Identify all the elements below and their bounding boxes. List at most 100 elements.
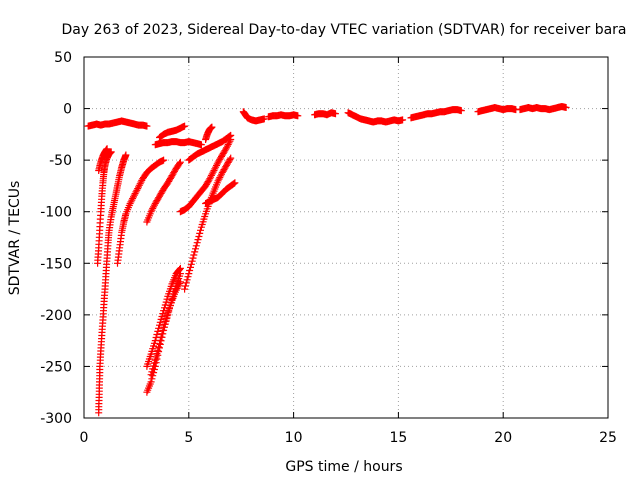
- data-point: [149, 204, 157, 212]
- data-point: [227, 154, 235, 162]
- data-point: [226, 156, 234, 163]
- data-point: [223, 142, 231, 150]
- series-arc-11: [147, 278, 184, 379]
- data-point: [217, 172, 225, 180]
- data-point: [294, 112, 302, 120]
- data-point: [186, 267, 194, 274]
- data-point: [399, 116, 407, 124]
- data-point: [224, 141, 232, 148]
- data-point: [158, 330, 166, 338]
- data-point: [132, 188, 140, 196]
- series-arc-13: [176, 136, 235, 216]
- data-point: [260, 115, 268, 123]
- series-arc-21: [407, 106, 465, 122]
- data-point: [183, 276, 191, 284]
- data-point: [131, 190, 139, 198]
- data-point: [207, 173, 215, 181]
- data-point: [192, 245, 199, 253]
- y-tick-label: -100: [40, 205, 72, 221]
- data-point: [457, 107, 465, 115]
- data-point: [184, 273, 192, 281]
- x-tick-label: 25: [599, 430, 617, 446]
- data-point: [223, 144, 230, 152]
- data-point: [175, 281, 183, 289]
- series-arc-3: [95, 145, 111, 174]
- series-arc-19: [311, 109, 339, 119]
- data-point: [143, 122, 151, 130]
- data-point: [227, 131, 235, 139]
- data-point: [128, 196, 136, 204]
- y-tick-label: 0: [63, 102, 72, 118]
- data-point: [190, 251, 198, 259]
- data-point: [215, 175, 223, 183]
- x-tick-labels: 0 5 10 15 20 25: [80, 430, 617, 446]
- data-point: [133, 186, 141, 194]
- data-point: [135, 181, 143, 189]
- data-point: [176, 278, 184, 286]
- data-point: [213, 162, 220, 169]
- y-tick-label: 50: [54, 50, 72, 66]
- data-point: [214, 177, 222, 185]
- data-point: [153, 350, 161, 358]
- x-tick-label: 5: [184, 430, 193, 446]
- data-point: [136, 180, 144, 188]
- data-point: [155, 343, 163, 351]
- data-point: [188, 257, 196, 265]
- data-point: [193, 239, 201, 247]
- data-point: [181, 282, 189, 290]
- data-point: [155, 324, 163, 332]
- y-axis-label: SDTVAR / TECUs: [7, 181, 23, 296]
- series-arc-8: [151, 138, 205, 149]
- data-point: [150, 201, 158, 209]
- data-point: [225, 139, 233, 147]
- data-point: [172, 286, 180, 294]
- data-point: [173, 285, 181, 292]
- data-point: [130, 191, 138, 199]
- data-point: [148, 375, 156, 383]
- data-point: [212, 163, 220, 171]
- data-point: [159, 327, 167, 334]
- data-point: [160, 156, 168, 164]
- data-point: [206, 175, 214, 183]
- series-arc-10: [143, 264, 184, 370]
- data-point: [157, 333, 165, 341]
- data-point: [176, 280, 184, 287]
- data-point: [181, 285, 189, 293]
- x-tick-label: 20: [494, 430, 512, 446]
- data-point: [176, 158, 184, 166]
- series-arc-1: [84, 117, 151, 130]
- data-point: [129, 195, 137, 202]
- series-arc-22: [474, 104, 520, 116]
- series-arc-23: [516, 103, 570, 114]
- series-arc-17: [239, 108, 268, 125]
- series-arc-15: [202, 179, 239, 207]
- data-point: [174, 283, 182, 291]
- series-arc-20: [344, 109, 407, 126]
- data-point: [231, 179, 239, 187]
- data-point: [135, 183, 142, 191]
- data-point: [332, 110, 339, 118]
- data-point: [189, 254, 197, 262]
- data-point: [192, 242, 200, 250]
- data-point: [130, 193, 137, 201]
- data-point: [154, 346, 162, 354]
- data-point: [210, 167, 218, 174]
- data-point: [197, 226, 204, 234]
- y-tick-labels: -300 -250 -200 -150 -100 -50 0 50: [40, 50, 72, 427]
- x-tick-label: 0: [80, 430, 89, 446]
- data-point: [176, 264, 184, 272]
- data-point: [187, 263, 194, 271]
- series-arc-7: [156, 122, 189, 141]
- data-point: [208, 123, 216, 131]
- series-arc-12: [181, 154, 235, 293]
- data-point: [208, 170, 216, 178]
- chart-title: Day 263 of 2023, Sidereal Day-to-day VTE…: [61, 22, 626, 38]
- series-arc-16: [202, 123, 216, 143]
- data-point: [147, 378, 155, 386]
- y-tick-label: -200: [40, 308, 72, 324]
- data-point: [147, 208, 155, 216]
- data-point: [216, 174, 224, 181]
- data-point: [122, 151, 130, 159]
- data-point: [152, 353, 160, 361]
